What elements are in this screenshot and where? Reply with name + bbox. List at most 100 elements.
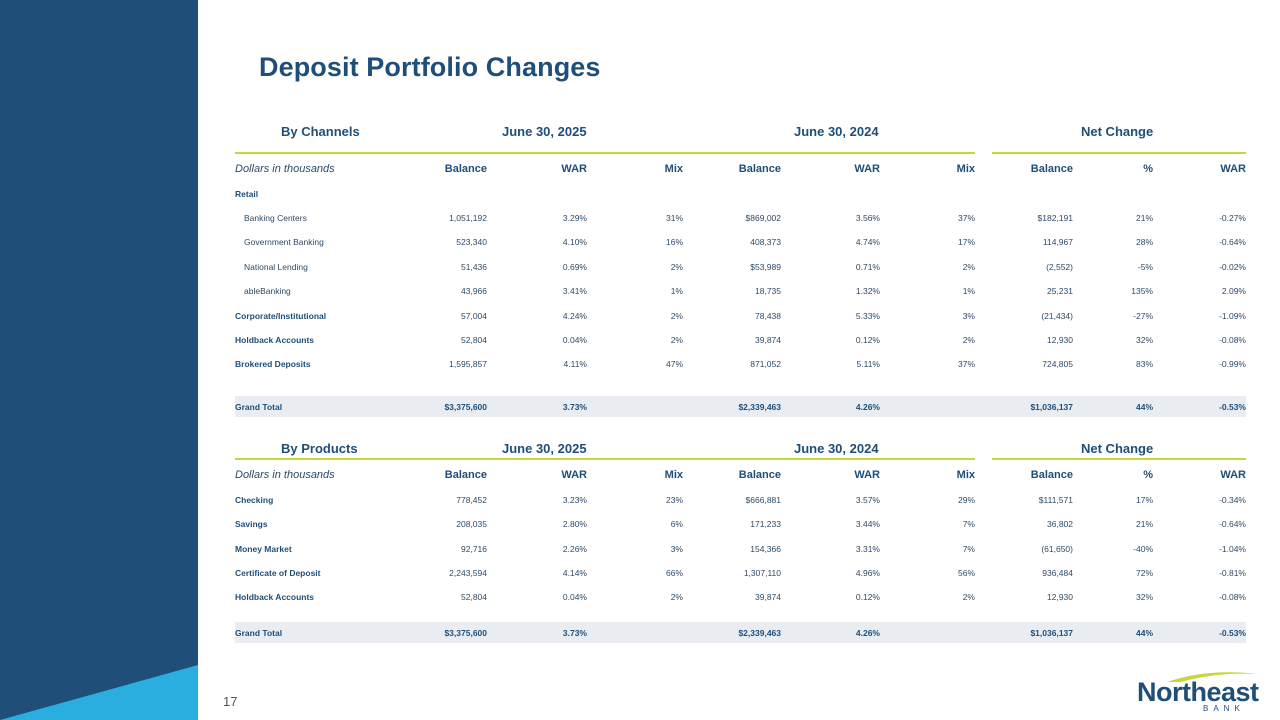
cell-nb: $182,191 [1037, 213, 1073, 223]
row-label: Grand Total [235, 628, 283, 638]
cell-w25: 2.26% [562, 543, 587, 554]
cell-m25: 3% [670, 543, 683, 554]
cell-np: 32% [1135, 592, 1153, 603]
cell-m24: 56% [957, 567, 975, 578]
row-label: Checking [235, 495, 274, 505]
table-row: Government Banking 523,340 4.10% 16% 408,373… [235, 231, 1246, 252]
cell-b25: 523,340 [456, 237, 487, 248]
table-row: Holdback Accounts 52,804 0.04% 2% 39,874 0.12… [235, 329, 1246, 350]
cell-b25: 52,804 [461, 592, 487, 603]
grand-total-row: Grand Total $3,375,600 3.73% $2,339,463 4.26… [235, 396, 1246, 417]
col-balance-net: Balance [1030, 163, 1073, 175]
section-label: Retail [235, 189, 259, 199]
row-label: Grand Total [235, 402, 283, 412]
col-pct-net: % [1143, 469, 1153, 481]
header-rule-right [992, 458, 1246, 460]
cell-w25: 3.29% [562, 213, 587, 223]
cell-m25: 23% [665, 495, 683, 505]
cell-b25: $3,375,600 [444, 628, 487, 638]
products-column-headers: Dollars in thousands Balance WAR Mix Bal… [235, 463, 1246, 489]
cell-b25: 778,452 [456, 495, 487, 505]
cell-np: 72% [1135, 567, 1153, 578]
col-war-2025: WAR [561, 163, 587, 175]
cell-np: 44% [1135, 402, 1153, 412]
cell-w25: 3.73% [562, 402, 587, 412]
row-label: National Lending [244, 261, 308, 272]
col-war-net: WAR [1220, 469, 1246, 481]
products-group-header: By Products June 30, 2025 June 30, 2024 … [235, 441, 1246, 461]
row-label: Certificate of Deposit [235, 567, 321, 578]
cell-w25: 3.23% [562, 495, 587, 505]
cell-m25: 2% [670, 592, 683, 603]
cell-np: 44% [1135, 628, 1153, 638]
cell-nb: (21,434) [1041, 310, 1073, 321]
cell-b25: 52,804 [461, 335, 487, 345]
cell-w25: 0.04% [562, 592, 587, 603]
table-row: Certificate of Deposit 2,243,594 4.14% 66% 1… [235, 562, 1246, 583]
period-2025-label: June 30, 2025 [502, 441, 587, 456]
total-row-band [235, 396, 1246, 417]
cell-m25: 47% [665, 359, 683, 370]
cell-np: 21% [1135, 213, 1153, 223]
table-row: Holdback Accounts 52,804 0.04% 2% 39,874 0.12… [235, 586, 1246, 607]
col-mix-2024: Mix [956, 469, 975, 481]
cell-w25: 3.73% [562, 628, 587, 638]
products-label: By Products [281, 441, 358, 456]
cell-m24: 37% [957, 213, 975, 223]
col-war-2024: WAR [854, 163, 880, 175]
col-balance-2025: Balance [444, 163, 487, 175]
units-label: Dollars in thousands [235, 163, 335, 175]
cell-nb: (2,552) [1046, 261, 1073, 272]
channels-body: Retail Banking Centers 1,051,192 3.29% 31% $8… [235, 183, 1246, 423]
logo-subtitle: BANK [1203, 704, 1245, 713]
cell-b24: 18,735 [755, 286, 781, 297]
cell-w24: 3.44% [855, 519, 880, 530]
cell-nw: -0.53% [1219, 402, 1246, 412]
cell-m24: 17% [957, 237, 975, 248]
cell-m25: 1% [670, 286, 683, 297]
cell-nb: $1,036,137 [1030, 402, 1073, 412]
cell-w25: 3.41% [562, 286, 587, 297]
cell-nw: -0.64% [1219, 237, 1246, 248]
cell-b25: 57,004 [461, 310, 487, 321]
cell-w24: 4.26% [855, 628, 880, 638]
cell-b25: 208,035 [456, 519, 487, 530]
table-row: Savings 208,035 2.80% 6% 171,233 3.44% 7% 36,80… [235, 513, 1246, 534]
cell-np: -5% [1137, 261, 1153, 272]
header-rule-right [992, 152, 1246, 154]
grand-total-row: Grand Total $3,375,600 3.73% $2,339,463 4.26… [235, 622, 1246, 643]
cell-np: 32% [1135, 335, 1153, 345]
header-rule-left [235, 458, 975, 460]
cell-m24: 2% [962, 335, 975, 345]
col-mix-2025: Mix [664, 469, 683, 481]
row-label: Holdback Accounts [235, 592, 315, 603]
row-label: Holdback Accounts [235, 335, 315, 345]
cell-b24: 408,373 [750, 237, 781, 248]
col-balance-2024: Balance [738, 163, 781, 175]
cell-w25: 4.24% [562, 310, 587, 321]
col-balance-2024: Balance [738, 469, 781, 481]
cell-m25: 66% [665, 567, 683, 578]
cell-nw: -0.02% [1219, 261, 1246, 272]
cell-w24: 0.12% [855, 335, 880, 345]
cell-m24: 37% [957, 359, 975, 370]
channels-label: By Channels [281, 124, 360, 139]
col-war-net: WAR [1220, 163, 1246, 175]
cell-nb: $111,571 [1038, 495, 1073, 505]
cell-nb: 12,930 [1047, 592, 1073, 603]
units-label: Dollars in thousands [235, 469, 335, 481]
cell-w24: 3.56% [855, 213, 880, 223]
cell-m24: 3% [962, 310, 975, 321]
cell-w24: 3.57% [855, 495, 880, 505]
cell-w24: 0.71% [855, 261, 880, 272]
table-row: Corporate/Institutional 57,004 4.24% 2% 78,4… [235, 305, 1246, 326]
cell-np: 83% [1135, 359, 1153, 370]
cell-nw: -0.53% [1219, 628, 1246, 638]
cell-nw: -1.04% [1219, 543, 1246, 554]
cell-b24: 171,233 [750, 519, 781, 530]
cell-nw: -1.09% [1219, 310, 1246, 321]
cell-w24: 5.33% [855, 310, 880, 321]
cell-nw: -0.08% [1219, 592, 1246, 603]
cell-b24: 154,366 [750, 543, 781, 554]
table-row: Checking 778,452 3.23% 23% $666,881 3.57% 29% $… [235, 489, 1246, 510]
